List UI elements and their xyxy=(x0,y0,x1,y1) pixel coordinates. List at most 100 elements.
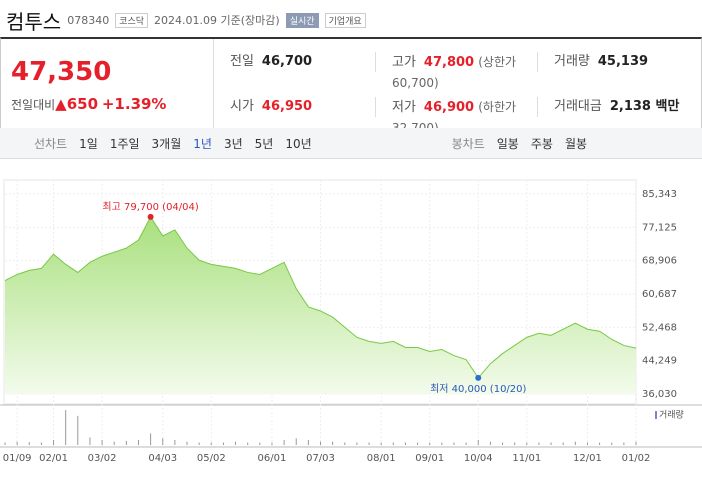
quote-limit: (상한가 60,700) xyxy=(392,54,517,90)
title: 컴투스 xyxy=(6,9,62,34)
min-marker xyxy=(475,374,482,381)
volume-bar xyxy=(210,442,212,445)
line-chart-label: 선차트 xyxy=(34,136,68,151)
quote-label: 거래량 xyxy=(554,53,590,69)
period-tab[interactable]: 3개월 xyxy=(151,136,182,151)
up-icon: ▲ xyxy=(55,95,67,113)
x-tick-label: 05/02 xyxy=(197,453,226,464)
y-tick-label: 36,030 xyxy=(642,389,677,400)
company[interactable]: 기업개요 xyxy=(324,12,366,28)
volume-bar xyxy=(599,442,601,445)
change-value: 650 xyxy=(66,95,99,113)
x-tick-label: 06/01 xyxy=(258,453,287,464)
volume-bar xyxy=(623,442,625,445)
line xyxy=(4,215,637,379)
period-bar: 선차트 1일 1주일 3개월 1년 3년 5년 10년 봉차트 일봉 주봉 월봉 xyxy=(0,128,702,159)
x-tick-label: 10/04 xyxy=(464,453,493,464)
rate: +1.39% xyxy=(101,95,167,113)
volume-bar xyxy=(271,442,273,445)
volume-bar xyxy=(222,442,224,445)
volume-bar xyxy=(295,438,297,445)
volume-bar xyxy=(150,433,152,445)
volume-bar xyxy=(162,438,164,445)
volume-bar xyxy=(101,440,103,445)
quote-value: 47,800 xyxy=(423,54,475,70)
volume-bar xyxy=(380,442,382,445)
volume-bar xyxy=(392,442,394,445)
volume-bar xyxy=(320,441,321,445)
candle-tab[interactable]: 월봉 xyxy=(564,136,588,151)
period-tab[interactable]: 5년 xyxy=(254,136,274,151)
quote-cell: 거래대금 2,138 백만 xyxy=(538,97,700,117)
volume-bar xyxy=(502,442,504,445)
volume-bar xyxy=(53,440,55,445)
x-tick-label: 01/02 xyxy=(622,453,651,464)
volume-bar xyxy=(453,442,455,445)
volume-bar xyxy=(247,442,249,445)
volume-bar xyxy=(77,415,79,445)
period-tab[interactable]: 1년 xyxy=(193,136,212,151)
period-tab[interactable]: 1일 xyxy=(79,136,98,151)
y-tick-label: 77,125 xyxy=(642,222,677,233)
quote-box: 47,350 전일대비▲650 +1.39% 전일 46,700 고가 47,800 … xyxy=(0,37,702,135)
chart: 36,030 44,249 52,468 60,687 68,906 77,125 85,3… xyxy=(0,179,702,464)
volume-bar xyxy=(611,442,613,445)
volume-bar xyxy=(113,441,115,445)
volume-bar xyxy=(574,441,576,445)
candle-tab[interactable]: 주봉 xyxy=(530,136,553,151)
quote-label: 전일 xyxy=(230,53,254,69)
quote-label: 고가 xyxy=(392,54,416,70)
volume-bar xyxy=(514,442,516,445)
y-tick-label: 85,343 xyxy=(642,189,677,200)
x-tick-label: 02/01 xyxy=(39,453,68,464)
x-tick-label: 03/02 xyxy=(88,453,117,464)
quote-value: 46,900 xyxy=(423,99,475,115)
x-tick-label: 07/03 xyxy=(306,453,335,464)
x-tick-label: 12/01 xyxy=(573,453,602,464)
quote-cell: 거래량 45,139 xyxy=(538,52,700,72)
quote-value: 46,950 xyxy=(261,98,313,114)
change-label: 전일대비 xyxy=(11,98,56,112)
quote-cell: 시가 46,950 xyxy=(214,96,376,117)
x-tick-label: 11/01 xyxy=(512,453,541,464)
period-tab[interactable]: 3년 xyxy=(223,136,243,151)
quote-label: 저가 xyxy=(392,99,416,115)
candle-tab[interactable]: 일봉 xyxy=(496,136,519,151)
volume-bar xyxy=(417,442,419,445)
volume-bar xyxy=(307,440,309,445)
volume-bar xyxy=(344,442,346,445)
volume-bar xyxy=(586,442,588,445)
date: 2024.01.09 기준(장마감) xyxy=(154,14,280,27)
min-label: 최저 40,000 (10/20) xyxy=(430,383,526,395)
volume-bar xyxy=(635,441,637,445)
x-tick-label: 08/01 xyxy=(367,453,396,464)
volume-bar xyxy=(538,442,540,445)
volume-bar xyxy=(40,442,42,445)
max-label: 최고 79,700 (04/04) xyxy=(102,201,198,213)
code: 078340 xyxy=(67,13,110,27)
y-tick-label: 44,249 xyxy=(642,356,677,367)
volume-bar xyxy=(28,442,30,445)
period-tab[interactable]: 1주일 xyxy=(109,136,140,151)
volume-legend-swatch xyxy=(655,411,657,419)
volume-legend: 거래량 xyxy=(659,409,684,421)
volume-bar xyxy=(368,442,370,445)
volume-bar xyxy=(16,441,18,445)
volume-bar xyxy=(186,441,188,445)
quote-label: 시가 xyxy=(230,98,254,114)
area xyxy=(5,216,636,394)
quote-row: 전일 46,700 고가 47,800 (상한가 60,700) 거래량 45,139 xyxy=(214,39,702,90)
realtime[interactable]: 실시간 xyxy=(285,12,319,28)
quote-cell: 고가 47,800 (상한가 60,700) xyxy=(376,51,538,90)
quote-value: 2,138 백만 xyxy=(609,98,680,114)
volume-bar xyxy=(404,442,406,445)
y-tick-label: 52,468 xyxy=(642,322,677,333)
period-tab[interactable]: 10년 xyxy=(285,136,312,151)
volume-bar xyxy=(65,410,67,445)
quote-table: 전일 46,700 고가 47,800 (상한가 60,700) 거래량 45,139 시가… xyxy=(213,39,702,135)
volume-bar xyxy=(562,442,564,445)
volume-bar xyxy=(235,441,237,445)
volume-bar xyxy=(332,441,334,445)
